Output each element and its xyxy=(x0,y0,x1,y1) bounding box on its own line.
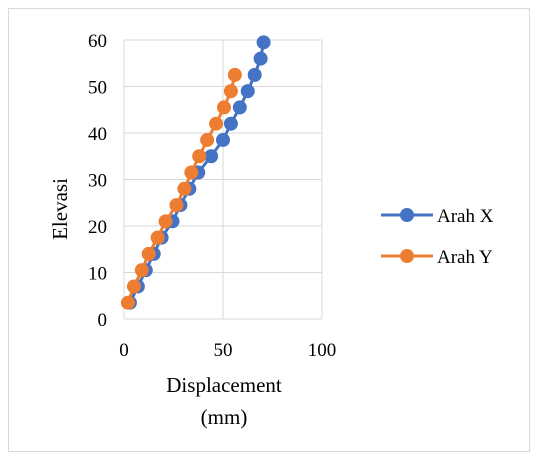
data-point-arah-y xyxy=(192,149,207,164)
y-tick-label: 0 xyxy=(98,310,108,331)
legend-label-arah-y: Arah Y xyxy=(437,247,493,268)
data-point-arah-y xyxy=(223,84,238,99)
x-tick-label: 50 xyxy=(214,340,233,361)
data-point-arah-y xyxy=(126,279,141,294)
data-point-arah-y xyxy=(134,263,149,278)
data-point-arah-y xyxy=(120,295,135,310)
y-tick-label: 50 xyxy=(88,78,107,99)
data-point-arah-y xyxy=(158,214,173,229)
y-tick-label: 10 xyxy=(88,264,107,285)
data-point-arah-x xyxy=(253,51,268,66)
legend-label-arah-x: Arah X xyxy=(437,206,494,227)
data-point-arah-x xyxy=(240,84,255,99)
y-tick-labels: 0 10 20 30 40 50 60 xyxy=(88,31,107,331)
x-axis-title-line-1: Displacement xyxy=(166,373,282,397)
data-point-arah-x xyxy=(204,149,219,164)
y-tick-label: 30 xyxy=(88,171,107,192)
x-tick-labels: 0 50 100 xyxy=(119,340,336,361)
grid-lines xyxy=(123,39,323,320)
y-axis-title: Elevasi xyxy=(48,178,72,240)
x-tick-label: 100 xyxy=(308,340,337,361)
data-point-arah-x xyxy=(256,35,271,50)
data-point-arah-y xyxy=(177,181,192,196)
data-point-arah-x xyxy=(232,100,247,115)
x-tick-label: 0 xyxy=(119,340,129,361)
data-point-arah-y xyxy=(200,132,215,147)
data-point-arah-y xyxy=(141,246,156,261)
data-point-arah-y xyxy=(184,165,199,180)
plot-area xyxy=(120,35,271,310)
data-point-arah-y xyxy=(227,67,242,82)
legend-marker-arah-x xyxy=(400,208,414,222)
data-point-arah-y xyxy=(150,230,165,245)
data-point-arah-y xyxy=(209,116,224,131)
data-point-arah-y xyxy=(169,198,184,213)
legend: Arah X Arah Y xyxy=(381,206,494,268)
data-point-arah-y xyxy=(216,100,231,115)
data-point-arah-x xyxy=(247,67,262,82)
y-tick-label: 40 xyxy=(88,124,107,145)
y-tick-label: 20 xyxy=(88,217,107,238)
x-axis-title-line-2: (mm) xyxy=(201,405,248,429)
data-point-arah-x xyxy=(223,116,238,131)
y-tick-label: 60 xyxy=(88,31,107,52)
legend-marker-arah-y xyxy=(400,249,414,263)
chart-frame xyxy=(8,8,530,452)
data-point-arah-x xyxy=(216,132,230,147)
